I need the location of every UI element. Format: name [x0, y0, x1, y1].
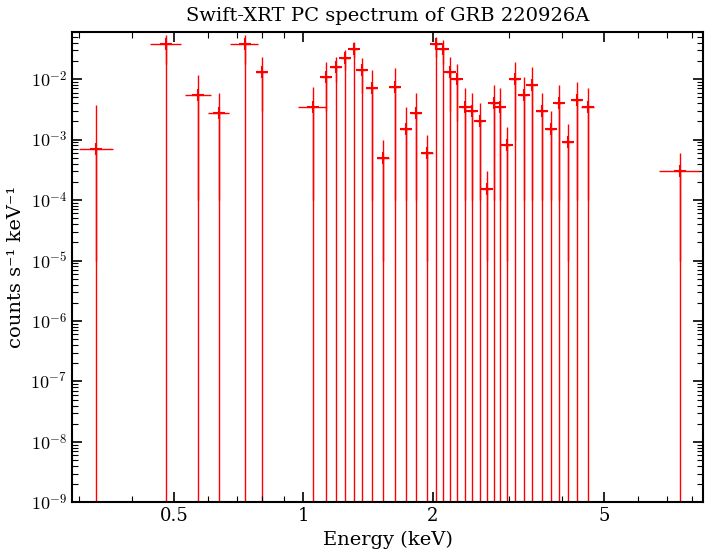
Y-axis label: counts s⁻¹ keV⁻¹: counts s⁻¹ keV⁻¹ — [7, 186, 25, 348]
Title: Swift-XRT PC spectrum of GRB 220926A: Swift-XRT PC spectrum of GRB 220926A — [186, 7, 589, 25]
X-axis label: Energy (keV): Energy (keV) — [323, 531, 452, 549]
